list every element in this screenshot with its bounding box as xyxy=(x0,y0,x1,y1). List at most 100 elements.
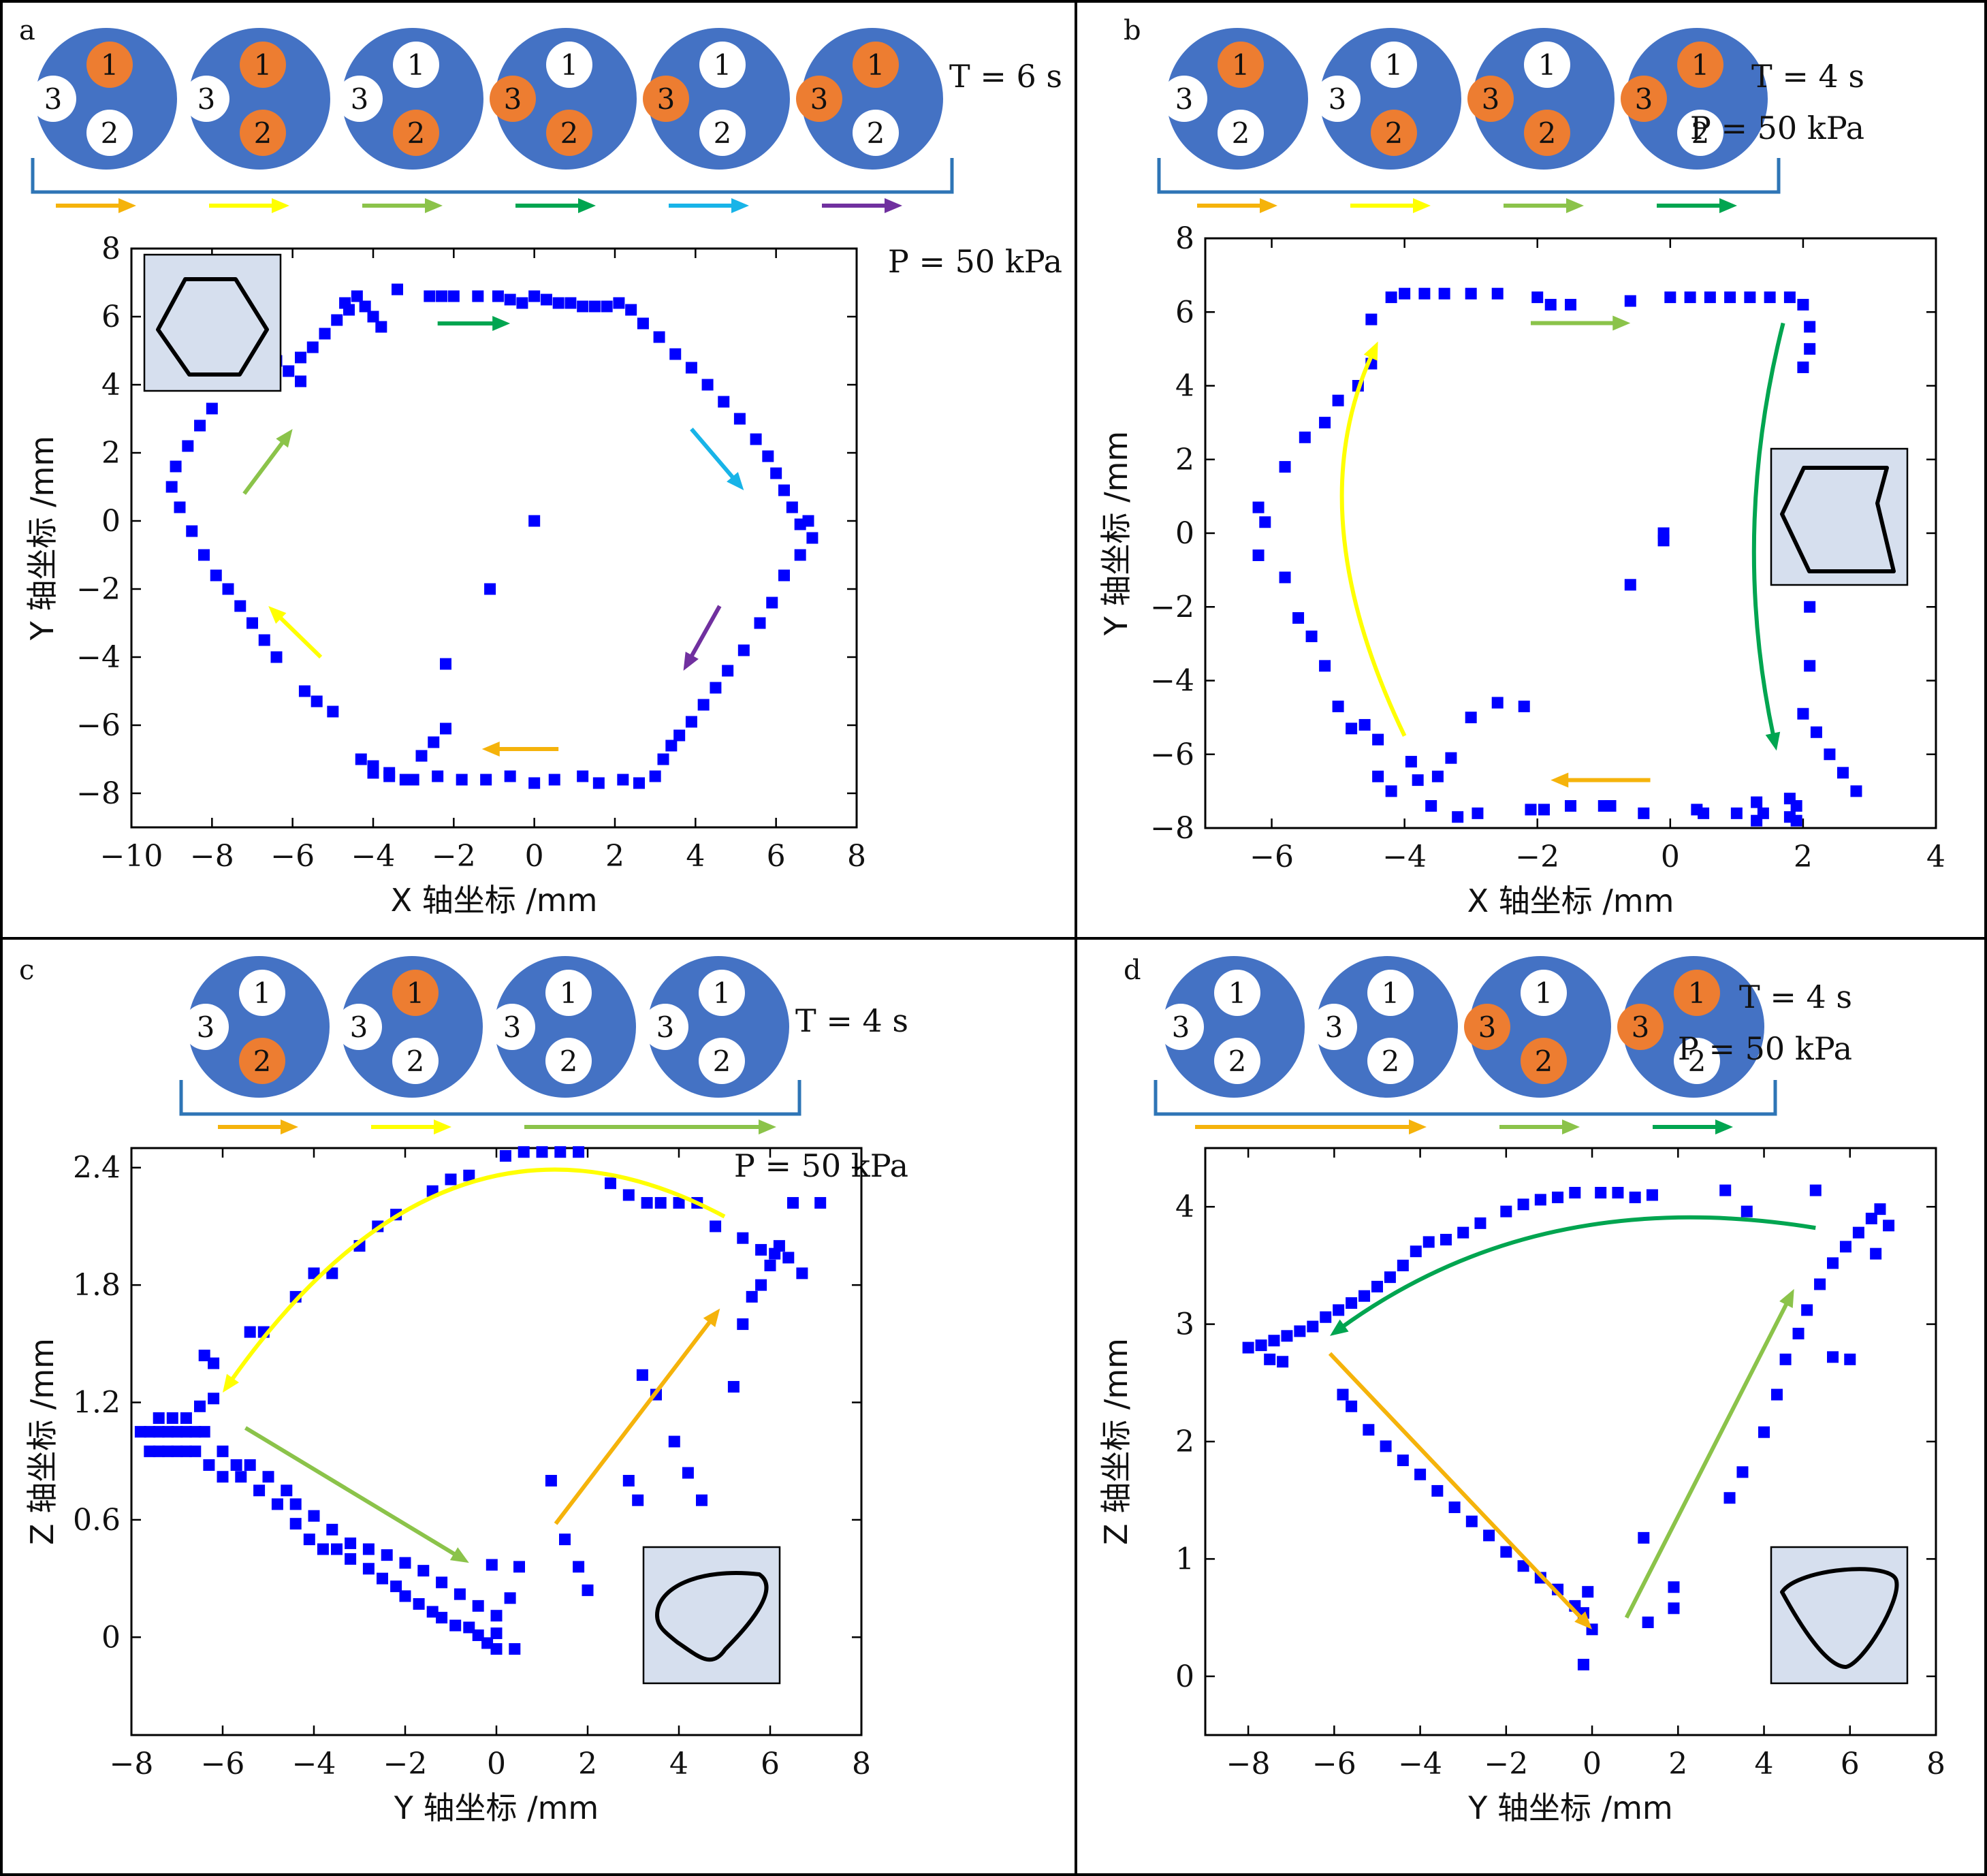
data-point xyxy=(722,665,734,677)
data-point xyxy=(317,1543,329,1555)
data-point xyxy=(490,1643,503,1655)
data-point xyxy=(1465,1515,1478,1527)
data-point xyxy=(417,1565,430,1577)
pressure-label: P = 50 kPa xyxy=(1690,110,1864,146)
data-point xyxy=(636,1369,648,1381)
data-point xyxy=(673,729,686,742)
data-point xyxy=(1319,660,1331,672)
y-tick-label: 1 xyxy=(1175,1542,1194,1576)
data-point xyxy=(1783,811,1796,823)
data-point xyxy=(440,658,451,670)
y-tick-label: −6 xyxy=(76,708,121,743)
data-point xyxy=(1538,804,1550,816)
data-point xyxy=(1346,1400,1358,1412)
pressure-label: P = 50 kPa xyxy=(734,1147,908,1184)
data-point xyxy=(1736,1466,1749,1478)
y-tick-label: 0 xyxy=(101,1620,121,1655)
pattern-disc xyxy=(188,956,330,1098)
chamber-number-2: 2 xyxy=(1538,116,1557,150)
data-point xyxy=(1814,1278,1826,1290)
chamber-number-1: 1 xyxy=(101,48,119,82)
sequence-bracket xyxy=(179,1080,801,1116)
data-point xyxy=(210,569,222,582)
trajectory-arrow-head xyxy=(268,606,287,624)
data-point xyxy=(516,297,528,309)
data-point xyxy=(1397,1454,1409,1467)
chamber-3-active xyxy=(643,76,689,122)
sequence-arrow-head xyxy=(1715,1119,1733,1134)
data-point xyxy=(234,600,247,612)
trajectory-arrow xyxy=(554,1318,714,1525)
data-point xyxy=(1319,417,1331,429)
data-point xyxy=(165,481,178,493)
pattern-disc xyxy=(801,28,943,170)
data-point xyxy=(592,777,605,789)
chamber-number-3: 3 xyxy=(1635,82,1653,116)
panel-c: c 1 2 3 1 2 3 1 2 3 1 2 3 T = 4 s P = 50 kPa −8 −6 −4 −2 0 2… xyxy=(19,955,908,1826)
trajectory-arrow xyxy=(244,1426,459,1558)
data-point xyxy=(718,396,730,408)
data-point xyxy=(622,1474,635,1487)
data-point xyxy=(367,311,379,323)
data-point xyxy=(1757,807,1769,819)
trajectory-arrow-head xyxy=(1330,1319,1349,1336)
data-point xyxy=(1252,549,1265,561)
data-point xyxy=(1883,1220,1895,1232)
data-point xyxy=(1268,1335,1280,1347)
data-point xyxy=(737,1232,749,1244)
trajectory-arrow xyxy=(242,439,287,495)
data-point xyxy=(1827,1351,1839,1363)
data-point xyxy=(573,1146,585,1158)
chamber-number-1: 1 xyxy=(867,48,885,82)
data-point xyxy=(283,365,295,377)
data-point xyxy=(622,1189,635,1201)
data-point xyxy=(649,770,661,782)
data-point xyxy=(1358,718,1371,731)
data-point xyxy=(545,1474,557,1487)
data-point xyxy=(682,1467,694,1479)
data-point xyxy=(331,1543,343,1555)
chamber-number-3: 3 xyxy=(1482,82,1500,116)
x-tick-label: −4 xyxy=(351,839,396,874)
pattern-disc xyxy=(648,956,789,1098)
data-point xyxy=(750,433,762,445)
data-point xyxy=(490,1627,503,1640)
data-point xyxy=(281,1484,293,1497)
data-point xyxy=(381,1549,393,1561)
data-point xyxy=(518,1146,530,1158)
pattern-disc xyxy=(1320,28,1461,170)
chamber-number-1: 1 xyxy=(1538,48,1557,82)
sequence-arrow-head xyxy=(434,1119,451,1134)
data-point xyxy=(1638,807,1650,819)
data-point xyxy=(1638,1531,1650,1544)
data-point xyxy=(171,1426,183,1438)
data-point xyxy=(1837,767,1849,779)
data-point xyxy=(295,351,306,364)
sequence-arrow-head xyxy=(118,198,136,213)
data-point xyxy=(1797,708,1809,720)
chamber-1-idle xyxy=(1524,42,1570,88)
data-point xyxy=(1565,298,1576,311)
data-point xyxy=(399,1590,411,1602)
chamber-number-2: 2 xyxy=(1228,1045,1247,1078)
data-point xyxy=(271,1498,283,1510)
data-point xyxy=(1657,527,1670,539)
x-tick-label: −8 xyxy=(1226,1747,1271,1781)
data-point xyxy=(351,290,363,302)
y-tick-label: −8 xyxy=(1150,811,1194,846)
chamber-number-3: 3 xyxy=(197,1011,215,1044)
data-point xyxy=(577,300,589,313)
data-point xyxy=(1870,1247,1882,1260)
data-point xyxy=(1517,1560,1529,1572)
x-tick-label: −4 xyxy=(292,1747,336,1781)
chamber-1-active xyxy=(392,970,439,1016)
data-point xyxy=(345,1537,357,1549)
data-point xyxy=(247,617,258,629)
data-point xyxy=(377,1572,388,1585)
x-tick-label: −10 xyxy=(100,839,163,874)
pattern-disc xyxy=(1316,956,1458,1098)
data-point xyxy=(814,1196,827,1209)
data-point xyxy=(359,300,371,313)
data-point xyxy=(1422,1236,1435,1248)
chamber-number-1: 1 xyxy=(1688,976,1706,1010)
